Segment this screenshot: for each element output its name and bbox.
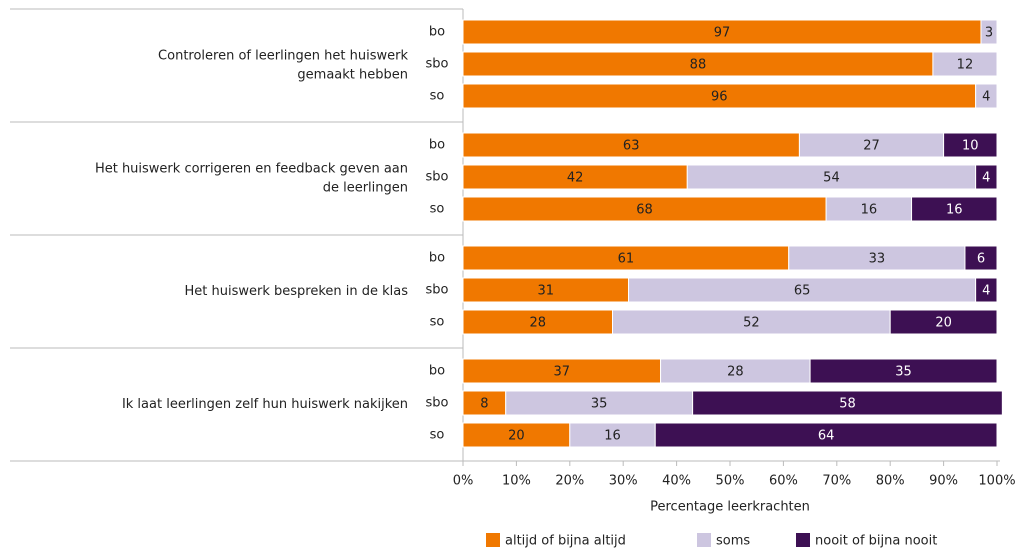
bar-segment	[654, 422, 998, 448]
legend-swatch	[697, 533, 711, 547]
data-label: 96	[711, 90, 728, 105]
data-label: 37	[554, 365, 571, 380]
y-tick-label: bo	[429, 364, 445, 379]
bar-segment	[911, 196, 998, 222]
data-label: 27	[863, 139, 880, 154]
data-label: 35	[591, 397, 608, 412]
legend-swatch	[486, 533, 500, 547]
bar-segment	[462, 309, 614, 335]
legend-label: soms	[716, 534, 750, 549]
group-label: Controleren of leerlingen het huiswerk	[158, 49, 408, 64]
y-tick-label: so	[430, 89, 445, 104]
data-label: 12	[957, 58, 974, 73]
x-tick-label: 60%	[769, 474, 798, 489]
bar-segment	[980, 19, 998, 45]
data-label: 16	[946, 203, 963, 218]
bar-segment	[628, 277, 977, 303]
data-label: 16	[604, 429, 621, 444]
bar-segment	[975, 277, 998, 303]
bar-segment	[462, 390, 507, 416]
bar-segment	[462, 196, 827, 222]
data-label: 42	[567, 171, 584, 186]
bar-segment	[809, 358, 998, 384]
data-label: 65	[794, 284, 811, 299]
data-label: 68	[636, 203, 653, 218]
bar-segment	[462, 422, 571, 448]
data-label: 54	[823, 171, 840, 186]
y-tick-label: so	[430, 315, 445, 330]
x-tick-label: 100%	[978, 474, 1015, 489]
legend-swatch	[796, 533, 810, 547]
data-label: 88	[690, 58, 707, 73]
data-label: 16	[861, 203, 878, 218]
group-label: Ik laat leerlingen zelf hun huiswerk nak…	[122, 397, 408, 412]
data-label: 4	[982, 90, 990, 105]
bar-segment	[692, 390, 1003, 416]
x-tick-label: 20%	[555, 474, 584, 489]
bar-segment	[825, 196, 913, 222]
bar-segment	[932, 51, 998, 77]
data-label: 20	[508, 429, 525, 444]
x-tick-label: 30%	[609, 474, 638, 489]
group-label: Het huiswerk bespreken in de klas	[184, 284, 408, 299]
group-label: gemaakt hebben	[297, 68, 408, 83]
data-label: 20	[935, 316, 952, 331]
bar-segment	[964, 245, 998, 271]
group-label: de leerlingen	[323, 181, 408, 196]
data-label: 58	[839, 397, 856, 412]
x-tick-label: 70%	[822, 474, 851, 489]
bar-segment	[462, 19, 982, 45]
bar-segment	[612, 309, 891, 335]
bar-segment	[943, 132, 998, 158]
data-label: 10	[962, 139, 979, 154]
y-tick-label: sbo	[426, 57, 449, 72]
data-label: 63	[623, 139, 640, 154]
x-tick-label: 50%	[716, 474, 745, 489]
data-label: 3	[985, 26, 993, 41]
data-label: 6	[977, 252, 985, 267]
bar-segment	[889, 309, 998, 335]
bar-segment	[975, 83, 998, 109]
y-tick-label: sbo	[426, 396, 449, 411]
data-label: 97	[714, 26, 731, 41]
x-tick-label: 0%	[453, 474, 474, 489]
group-label: Het huiswerk corrigeren en feedback geve…	[95, 162, 408, 177]
x-tick-label: 80%	[876, 474, 905, 489]
data-label: 52	[743, 316, 760, 331]
data-label: 31	[537, 284, 554, 299]
bar-segment	[462, 245, 790, 271]
data-label: 33	[869, 252, 886, 267]
bar-segment	[462, 277, 630, 303]
x-tick-label: 90%	[929, 474, 958, 489]
y-tick-label: so	[430, 428, 445, 443]
bar-segment	[788, 245, 966, 271]
legend-label: nooit of bijna nooit	[815, 534, 937, 549]
data-label: 28	[529, 316, 546, 331]
y-tick-label: sbo	[426, 283, 449, 298]
data-label: 4	[982, 284, 990, 299]
data-label: 64	[818, 429, 835, 444]
bar-segment	[462, 132, 800, 158]
y-tick-label: bo	[429, 25, 445, 40]
y-tick-label: so	[430, 202, 445, 217]
y-tick-label: bo	[429, 138, 445, 153]
x-tick-label: 40%	[662, 474, 691, 489]
data-label: 8	[480, 397, 488, 412]
bar-segment	[462, 51, 934, 77]
bar-segment	[505, 390, 694, 416]
bar-segment	[462, 164, 688, 190]
data-label: 61	[618, 252, 635, 267]
data-label: 4	[982, 171, 990, 186]
bar-segment	[975, 164, 998, 190]
data-label: 28	[727, 365, 744, 380]
bar-segment	[686, 164, 977, 190]
legend-label: altijd of bijna altijd	[505, 534, 626, 549]
x-tick-label: 10%	[502, 474, 531, 489]
bar-segment	[798, 132, 945, 158]
data-label: 35	[895, 365, 912, 380]
x-axis-label: Percentage leerkrachten	[650, 500, 810, 515]
y-tick-label: bo	[429, 251, 445, 266]
y-tick-label: sbo	[426, 170, 449, 185]
